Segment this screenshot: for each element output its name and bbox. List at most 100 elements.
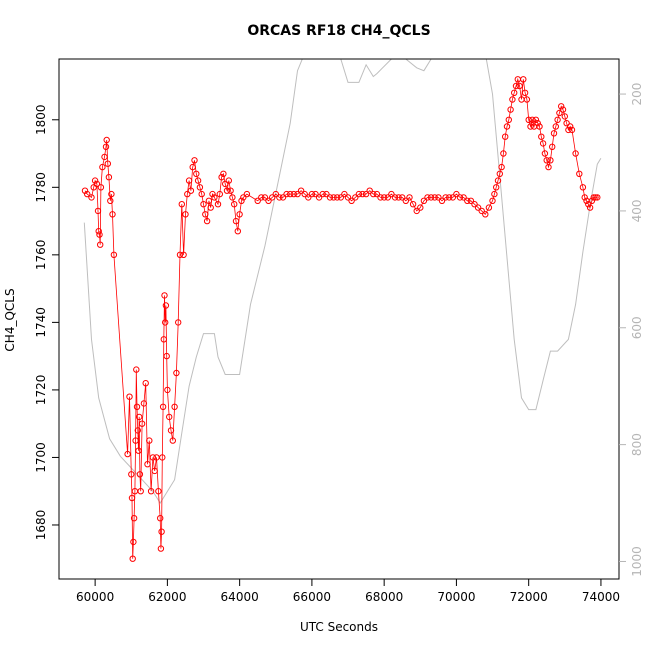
ch4-point (261, 194, 269, 201)
ch4-point (520, 76, 527, 83)
x-tick-label: 62000 (148, 590, 186, 604)
ch4-point (138, 420, 146, 427)
ch4-point (167, 427, 175, 434)
ch4-point (124, 450, 131, 458)
ch4-point (453, 190, 460, 198)
ch4-point (567, 123, 574, 130)
ch4-point (194, 177, 202, 184)
ch4-point (283, 190, 290, 198)
ch4-point (203, 217, 211, 225)
ch4-point (101, 153, 108, 161)
ch4-point (209, 190, 216, 198)
y-tick-label: 1720 (34, 375, 48, 406)
ch4-point (225, 177, 233, 184)
ch4-point (269, 194, 276, 201)
ch4-series (81, 76, 601, 562)
ch4-point (218, 174, 225, 181)
ch4-point (491, 190, 498, 198)
ch4-point (96, 231, 103, 238)
ch4-point (538, 133, 545, 140)
y-tick-label: 1680 (34, 510, 48, 541)
x-tick-label: 72000 (510, 590, 548, 604)
ch4-point (399, 194, 406, 201)
ch4-point (424, 194, 431, 201)
ch4-point (157, 515, 164, 522)
ch4-point (99, 163, 106, 171)
ch4-point (337, 194, 344, 201)
ch4-point (240, 194, 247, 201)
ch4-point (214, 201, 222, 208)
ch4-point (133, 366, 140, 373)
x-tick-label: 66000 (293, 590, 331, 604)
ch4-point (258, 194, 265, 201)
ch4-point (171, 403, 178, 410)
ch4-point (136, 471, 144, 478)
ch4-point (216, 190, 224, 198)
ch4-point (163, 352, 170, 360)
ch4-point (104, 160, 112, 167)
y2-tick-label: 800 (630, 433, 644, 456)
ch4-point (308, 190, 316, 198)
ch4-point (202, 211, 209, 218)
ch4-point (279, 194, 287, 201)
ch4-point (108, 190, 115, 198)
ch4-point (178, 201, 186, 208)
ch4-point (162, 302, 170, 309)
ch4-point (478, 207, 485, 215)
ch4-point (427, 194, 435, 201)
ch4-point (93, 180, 101, 188)
ch4-point (128, 494, 136, 502)
ch4-point (556, 109, 563, 117)
ch4-point (158, 528, 165, 535)
ch4-point (512, 82, 520, 90)
ch4-point (344, 194, 352, 201)
ch4-point (134, 427, 142, 434)
ch4-point (198, 190, 205, 198)
ch4-point (272, 190, 279, 198)
y-tick-label: 1760 (34, 240, 48, 271)
ch4-point (160, 336, 168, 343)
ch4-point (442, 194, 449, 201)
ch4-point (467, 197, 475, 205)
axes: 60000 62000 64000 66000 68000 70000 72000 74000… (34, 58, 644, 604)
ch4-point (417, 204, 424, 211)
ch4-point (446, 194, 453, 201)
ch4-point (162, 319, 169, 326)
ch4-point (456, 194, 464, 201)
ch4-point (222, 180, 229, 188)
ch4-point (511, 89, 518, 97)
ch4-point (95, 228, 102, 235)
ch4-point (420, 197, 428, 205)
x-tick-label: 68000 (365, 590, 403, 604)
ch4-point (229, 194, 236, 201)
y2-tick-label: 1000 (630, 546, 644, 577)
ch4-point (576, 170, 583, 178)
ch4-point (532, 116, 540, 124)
ch4-point (395, 194, 402, 201)
ch4-point (572, 150, 579, 157)
ch4-point (539, 140, 547, 147)
ch4-point (97, 184, 105, 191)
ch4-point (355, 190, 363, 198)
ch4-point (362, 190, 370, 198)
ch4-point (128, 471, 135, 478)
ch4-point (549, 143, 556, 151)
ch4-point (505, 116, 512, 124)
ch4-point (438, 197, 446, 205)
ch4-point (534, 120, 541, 127)
ch4-point (184, 190, 191, 198)
ch4-point (498, 163, 505, 171)
ch4-point (196, 184, 204, 191)
ch4-point (543, 157, 550, 164)
ch4-point (330, 194, 337, 201)
ch4-point (84, 190, 91, 198)
ch4-point (312, 190, 319, 198)
ch4-point (161, 292, 168, 299)
ch4-point (449, 194, 456, 201)
ch4-point (276, 194, 283, 201)
ch4-point (561, 113, 568, 120)
ch4-point (482, 211, 489, 218)
ch4-point (552, 123, 559, 130)
ch4-point (323, 190, 330, 198)
